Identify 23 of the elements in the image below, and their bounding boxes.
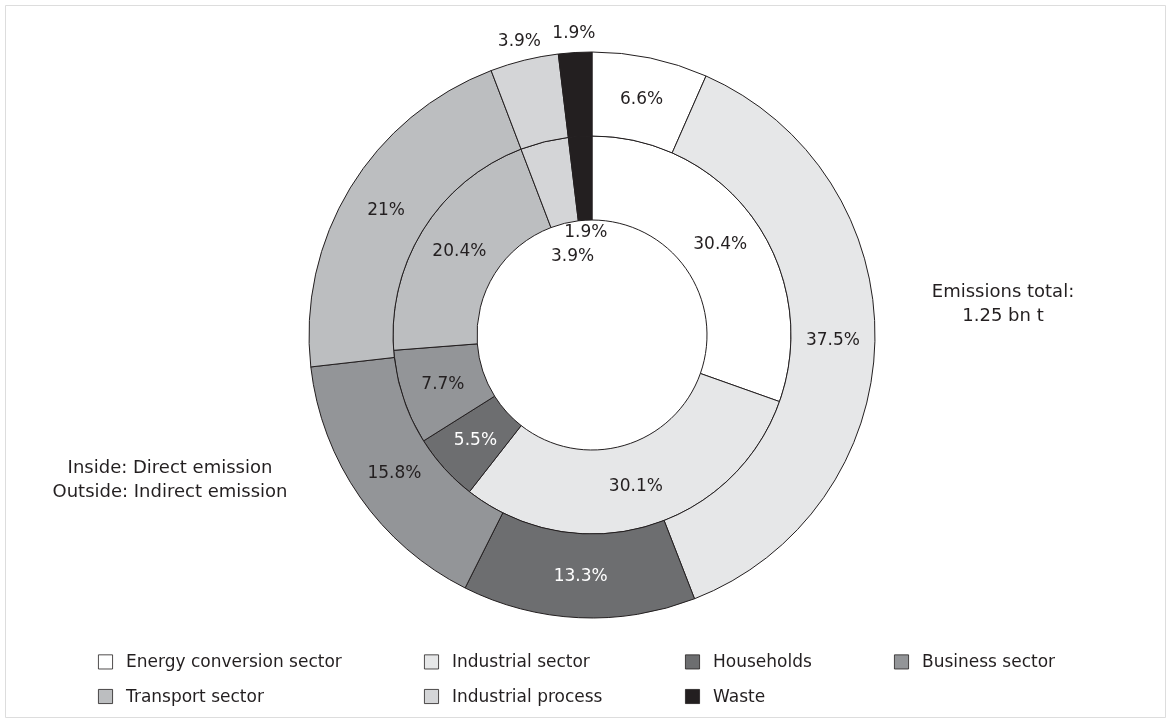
data-label: 5.5% [453, 429, 498, 450]
legend-label: Industrial process [452, 685, 603, 706]
data-label: 13.3% [553, 564, 608, 585]
legend-label: Transport sector [125, 685, 264, 706]
data-label: 21% [367, 198, 406, 219]
text: Inside: Direct emission Outside: Indirect emission [52, 456, 288, 501]
data-label: 20.4% [432, 240, 487, 261]
data-label: 37.5% [805, 329, 860, 350]
data-label: 1.9% [552, 21, 596, 42]
legend-label: Industrial sector [452, 650, 590, 671]
data-label: 6.6% [620, 88, 664, 109]
text: Emissions total: 1.25 bn t [931, 280, 1075, 325]
data-label: 3.9% [550, 245, 595, 266]
legend-label: Waste [713, 685, 766, 706]
data-label: 3.9% [497, 29, 542, 50]
data-label: 1.9% [564, 221, 608, 242]
data-label: 7.7% [421, 373, 465, 394]
legend-label: Business sector [922, 650, 1056, 671]
data-label: 15.8% [367, 461, 422, 482]
legend-label: Energy conversion sector [126, 650, 342, 671]
data-label: 30.4% [693, 233, 748, 254]
legend-label: Households [713, 650, 812, 671]
data-label: 30.1% [608, 474, 663, 495]
